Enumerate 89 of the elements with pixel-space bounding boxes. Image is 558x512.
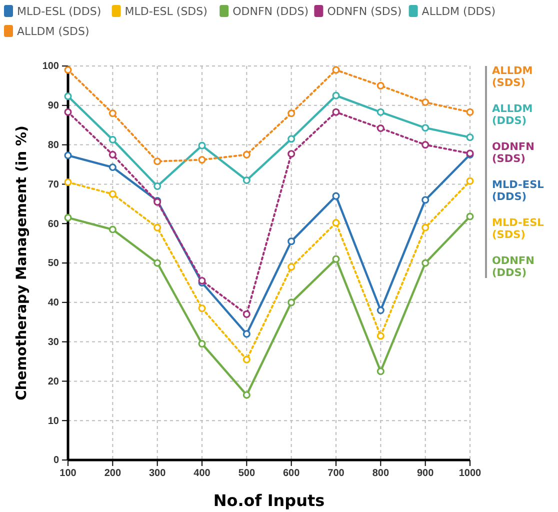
point (108, 226, 116, 234)
point (288, 263, 296, 271)
legend-label: ALLDM (DDS) (422, 5, 496, 18)
text: MLD-ESL (SDS) (492, 217, 544, 241)
point (376, 306, 384, 314)
point (376, 108, 384, 116)
point (332, 92, 340, 100)
point (332, 219, 340, 227)
text: MLD-ESL (DDS) (492, 179, 544, 203)
y-tick-label: 70 (48, 179, 60, 190)
y-tick-label: 20 (48, 376, 60, 388)
point (64, 152, 72, 160)
y-tick-label: 0 (53, 455, 60, 466)
legend-label: ODNFN (SDS) (327, 5, 402, 18)
point (198, 304, 206, 312)
point (288, 135, 296, 143)
point (154, 259, 162, 267)
point (154, 182, 162, 190)
point (108, 136, 116, 144)
point (198, 142, 206, 150)
y-axis-title: Chemotherapy Management (in %) (14, 126, 30, 400)
point (64, 178, 72, 186)
point (108, 163, 116, 172)
text: ALLDM (SDS) (492, 65, 533, 89)
legend-label: MLD-ESL (DDS) (17, 5, 102, 18)
y-tick-label: 10 (48, 416, 60, 427)
point (376, 82, 384, 90)
x-tick-label: 1000 (458, 468, 482, 480)
x-tick-label: 300 (148, 468, 166, 480)
point (422, 124, 430, 132)
point (466, 177, 474, 185)
point (64, 108, 72, 116)
x-tick-label: 400 (194, 468, 211, 480)
x-axis-title: No.of Inputs (213, 491, 325, 510)
x-tick-label: 700 (328, 468, 345, 480)
point (198, 156, 206, 164)
y-tick-label: 50 (48, 258, 60, 270)
y-tick-label: 100 (42, 61, 60, 72)
point (422, 196, 430, 204)
point (332, 66, 340, 74)
point (288, 150, 296, 158)
point (242, 176, 250, 184)
point (466, 134, 474, 142)
legend-label: MLD-ESL (SDS) (124, 5, 208, 18)
x-tick-label: 200 (104, 468, 122, 480)
point (108, 150, 116, 158)
x-tick-label: 800 (372, 468, 390, 480)
text: ALLDM (DDS) (492, 103, 533, 127)
point (64, 92, 72, 100)
point (376, 124, 384, 132)
point (376, 332, 384, 340)
point (242, 330, 250, 338)
point (422, 141, 430, 149)
text: ODNFN (DDS) (492, 255, 534, 279)
point (242, 150, 250, 158)
point (422, 259, 430, 267)
point (64, 214, 72, 222)
point (466, 108, 474, 116)
point (154, 158, 162, 166)
point (108, 110, 116, 118)
point (242, 310, 250, 318)
point (332, 255, 340, 263)
x-tick-label: 100 (60, 468, 77, 480)
point (466, 212, 474, 220)
point (242, 391, 250, 399)
point (288, 298, 296, 306)
point (422, 98, 430, 106)
point (108, 190, 116, 198)
point (422, 224, 430, 232)
y-tick-label: 40 (48, 298, 60, 309)
point (242, 356, 250, 364)
point (288, 238, 296, 246)
point (332, 108, 340, 116)
y-tick-label: 30 (48, 337, 60, 348)
point (64, 66, 72, 74)
point (288, 110, 296, 118)
legend-label: ALLDM (SDS) (17, 25, 90, 38)
point (376, 368, 384, 376)
text: ODNFN (SDS) (492, 141, 534, 165)
x-tick-label: 500 (238, 468, 256, 480)
x-tick-label: 900 (416, 468, 434, 480)
point (154, 224, 162, 232)
point (198, 340, 206, 348)
y-tick-label: 90 (48, 100, 60, 112)
y-tick-label: 60 (48, 218, 60, 230)
x-tick-label: 600 (282, 468, 300, 480)
legend-label: ODNFN (DDS) (232, 5, 309, 18)
point (332, 192, 340, 200)
y-tick-label: 80 (48, 140, 60, 151)
